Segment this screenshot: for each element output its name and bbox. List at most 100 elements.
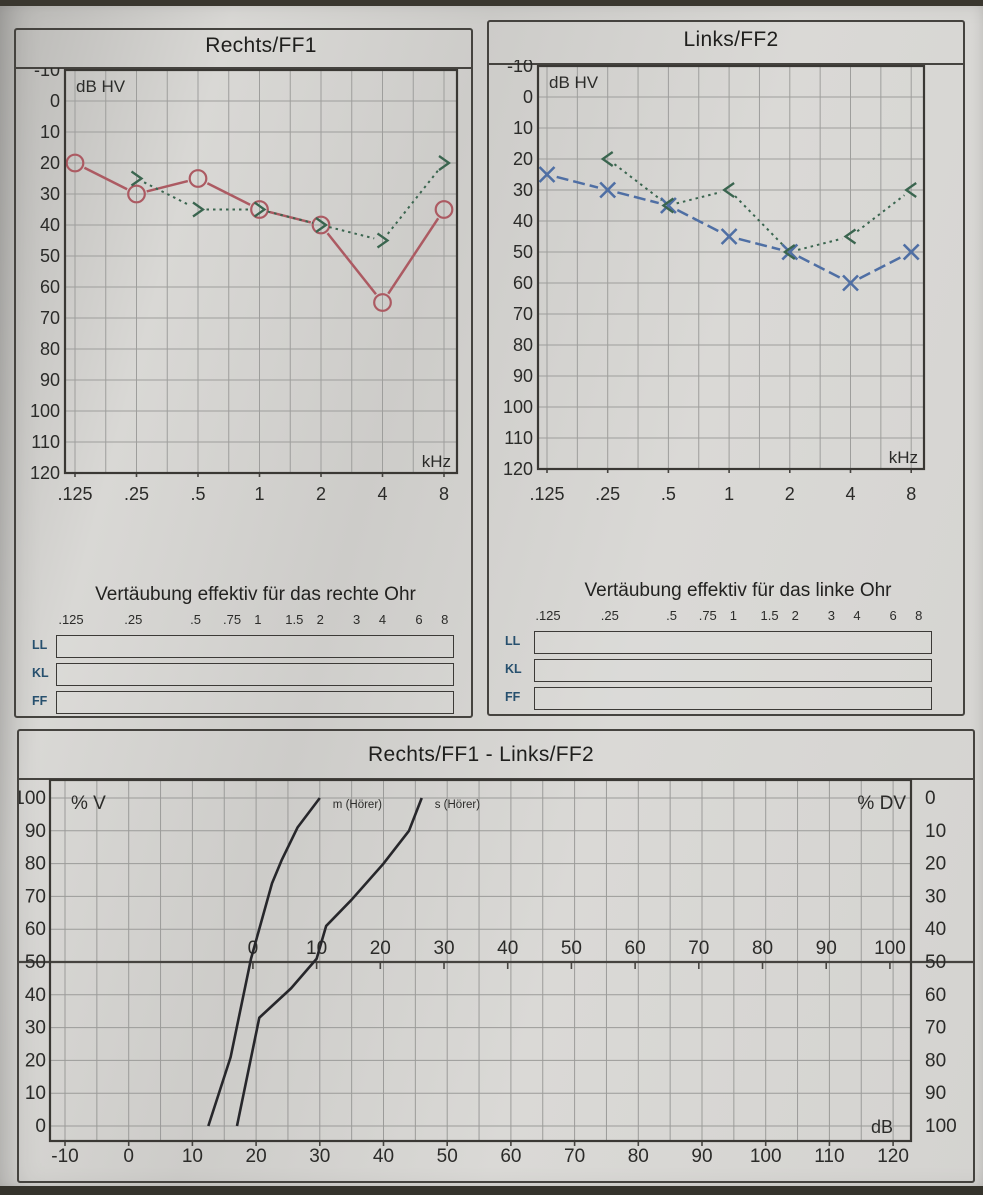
right-axis-tick: 90 <box>925 1083 946 1104</box>
masking-row-box-ll <box>56 635 454 658</box>
y-tick-label: 30 <box>513 180 533 200</box>
masking-frequency-label: 8 <box>915 608 923 623</box>
x-tick-label: .5 <box>190 484 205 504</box>
x-tick-label: 8 <box>906 484 916 504</box>
bottom-axis-tick: 20 <box>246 1146 267 1167</box>
left-axis-tick: 60 <box>25 919 46 940</box>
inner-scale-tick: 80 <box>752 938 773 959</box>
percent-dv-label: % DV <box>857 793 906 814</box>
masking-row-box-ff <box>534 687 932 710</box>
bottom-axis-tick: 100 <box>750 1146 782 1167</box>
x-tick-label: .125 <box>529 484 564 504</box>
masking-frequency-label: .75 <box>698 608 717 623</box>
grid <box>65 70 457 473</box>
speech-chart-title: Rechts/FF1 - Links/FF2 <box>368 743 594 766</box>
circle-marker <box>434 200 454 219</box>
db-hv-label: dB HV <box>76 77 126 96</box>
circle-marker <box>127 184 146 204</box>
y-tick-label: 10 <box>40 122 60 142</box>
x-tick-label: .5 <box>661 484 676 504</box>
y-tick-label: 100 <box>30 401 60 421</box>
y-tick-label: 70 <box>513 304 533 324</box>
right-axis-tick: 100 <box>925 1116 957 1137</box>
circle-marker <box>373 293 392 312</box>
x-tick-label: .125 <box>57 484 92 504</box>
inner-scale-tick: 20 <box>370 938 391 959</box>
y-tick-label: 20 <box>40 153 60 173</box>
bottom-axis-tick: 70 <box>564 1146 585 1167</box>
masking-frequency-label: .125 <box>58 612 84 627</box>
inner-scale-tick: 60 <box>625 938 646 959</box>
masking-frequency-label: 4 <box>378 612 387 627</box>
left-ear-panel: Links/FF2 -10 0 10 20 30 40 50 60 70 80 90 100 110 12… <box>487 20 965 716</box>
masking-row-box-ll <box>534 631 932 654</box>
y-tick-label: 80 <box>40 339 60 359</box>
masking-frequency-label: 2 <box>791 608 799 623</box>
grid <box>50 780 911 1141</box>
right-axis-tick: 20 <box>925 854 946 875</box>
masking-row-box-kl <box>534 659 932 682</box>
grid <box>538 66 924 469</box>
masking-frequency-label: 1.5 <box>285 612 304 627</box>
y-tick-label: 20 <box>513 149 533 169</box>
axes: -100102030405060708090100110120.125.25.5… <box>30 68 451 504</box>
x-marker <box>902 243 920 261</box>
bottom-axis-tick: 0 <box>123 1146 134 1167</box>
left-ear-masking-title: Vertäubung effektiv für das linke Ohr <box>584 580 892 601</box>
bottom-axis-tick: 120 <box>877 1146 909 1167</box>
left-ear-title-separator <box>489 63 963 65</box>
left-axis-tick: 100 <box>19 788 46 809</box>
x-tick-label: 4 <box>845 484 855 504</box>
masking-frequency-label: 1 <box>254 612 262 627</box>
right-axis-tick: 70 <box>925 1018 946 1039</box>
x-tick-label: 8 <box>439 484 449 504</box>
masking-frequency-label: 4 <box>853 608 861 623</box>
masking-frequency-label: 6 <box>889 608 897 623</box>
chevron-right-marker <box>376 232 390 249</box>
left-axis-tick: 70 <box>25 886 46 907</box>
chevron-left-marker <box>722 182 735 198</box>
y-tick-label: 110 <box>504 428 533 448</box>
left-axis-tick: 10 <box>25 1083 46 1104</box>
y-tick-label: 90 <box>513 366 533 386</box>
y-tick-label: 50 <box>513 242 533 262</box>
chevron-right-marker <box>130 170 144 187</box>
plot-frame <box>536 64 926 471</box>
y-tick-label: 40 <box>513 211 533 231</box>
right-ear-title-separator <box>16 67 471 69</box>
masking-frequency-label: .25 <box>124 612 143 627</box>
y-tick-label: 100 <box>503 397 533 417</box>
series-x <box>538 166 920 292</box>
chevron-right-marker <box>315 217 329 233</box>
left-ear-title: Links/FF2 <box>683 28 779 51</box>
khz-label: kHz <box>422 452 451 471</box>
y-tick-label: 0 <box>523 87 533 107</box>
bottom-axis-tick: -10 <box>51 1146 78 1167</box>
left-axis-tick: 0 <box>35 1116 46 1137</box>
chevron-right-marker <box>438 155 452 171</box>
y-tick-label: 110 <box>31 432 60 452</box>
masking-row-label-kl: KL <box>32 666 49 680</box>
series-chevron-left <box>600 151 917 260</box>
y-tick-label: 90 <box>40 370 60 390</box>
y-tick-label: 120 <box>503 459 533 479</box>
series-circle <box>65 153 454 312</box>
series-chevron-right <box>130 155 452 249</box>
axes: -100102030405060708090100110120.125.25.5… <box>503 60 918 504</box>
inner-scale-tick: 40 <box>497 938 518 959</box>
left-axis-tick: 50 <box>25 952 46 973</box>
left-ear-audiogram-chart: -10 0 10 20 30 40 50 60 70 80 90 100 110 120 .125 .25 .5… <box>503 60 926 504</box>
circle-marker <box>65 153 85 173</box>
masking-frequency-label: 1 <box>729 608 738 623</box>
masking-frequency-label: .5 <box>666 608 678 623</box>
x-marker <box>599 181 617 199</box>
right-axis-tick: 50 <box>925 952 946 973</box>
curve-label: m (Hörer) <box>333 799 382 811</box>
masking-row-label-ll: LL <box>505 634 521 648</box>
x-tick-label: 1 <box>724 484 734 504</box>
speech-audiogram-chart: 1009080706050403020100010203040506070809… <box>19 778 973 1167</box>
circle-marker <box>311 215 331 235</box>
photo-top-edge <box>0 0 983 6</box>
percent-v-label: % V <box>71 793 106 814</box>
plot-frame <box>63 68 459 475</box>
